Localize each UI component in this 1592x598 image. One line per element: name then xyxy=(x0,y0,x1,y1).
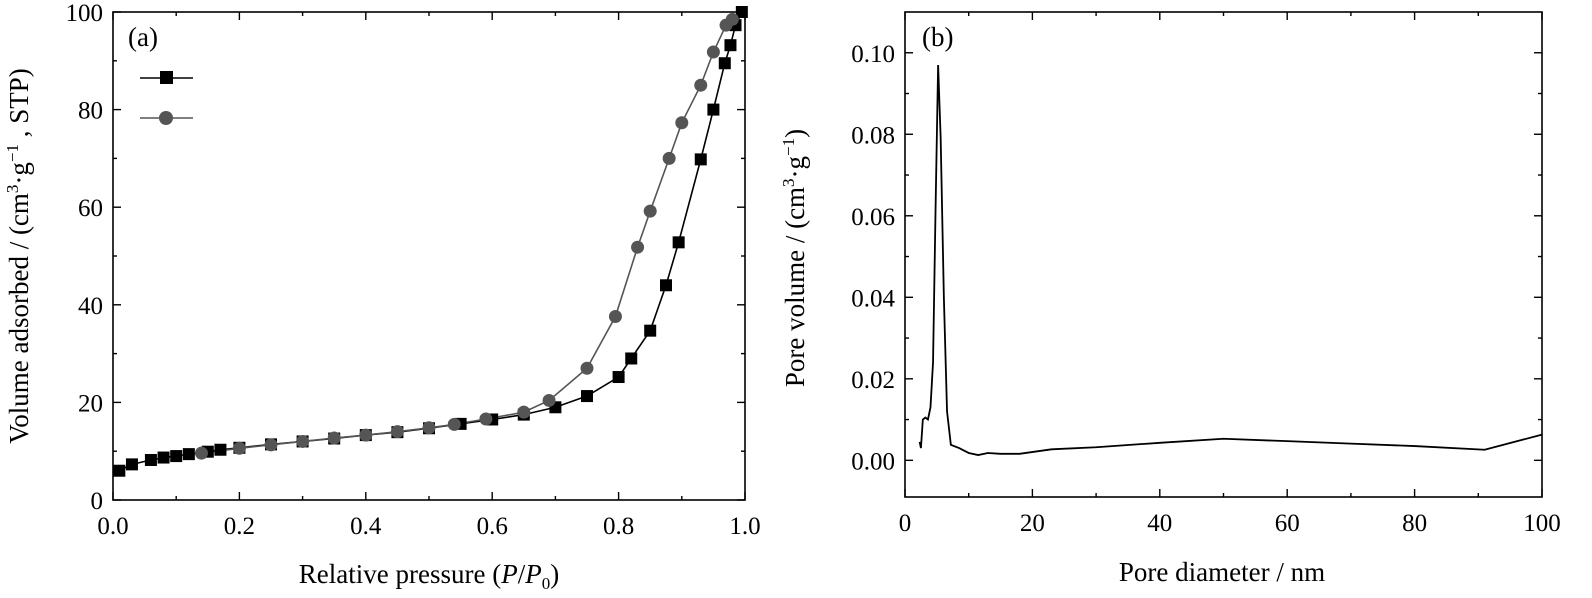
panel-a-y-tick-label: 0 xyxy=(91,488,104,515)
panel-b-x-tick-label: 80 xyxy=(1402,510,1427,537)
panel-b-x-axis-title: Pore diameter / nm xyxy=(1119,557,1325,587)
square-data-point xyxy=(214,443,227,456)
circle-data-point xyxy=(706,45,720,59)
circle-data-point xyxy=(327,431,341,445)
panel-a-x-tick-label: 0.4 xyxy=(350,513,382,540)
panel-a-x-tick-label: 0.6 xyxy=(477,513,508,540)
circle-data-point xyxy=(264,438,278,452)
panel-b-y-tick-label: 0.08 xyxy=(851,122,895,149)
circle-data-point xyxy=(542,393,556,407)
panel-b-x-tick-label: 40 xyxy=(1147,510,1172,537)
panel-a-series-2-line xyxy=(201,18,733,454)
circle-data-point xyxy=(725,12,739,26)
circle-data-point xyxy=(662,151,676,165)
panel-b-label: (b) xyxy=(922,22,953,52)
panel-b-ticks: 0 20 40 60 80 100 0.00 0.02 0.04 0.06 0.08 0.10 xyxy=(851,12,1561,537)
circle-data-point xyxy=(517,405,531,419)
circle-data-point xyxy=(608,310,622,324)
panel-a-series-markers xyxy=(113,6,748,477)
square-data-point xyxy=(724,39,737,52)
panel-a-y-tick-label: 60 xyxy=(78,195,103,222)
square-data-point xyxy=(125,458,138,471)
panel-b-x-tick-label: 20 xyxy=(1020,510,1045,537)
circle-data-point xyxy=(643,204,657,218)
panel-a-x-tick-label: 0.2 xyxy=(224,513,255,540)
circle-data-point xyxy=(675,116,689,130)
circle-data-point xyxy=(694,78,708,92)
panel-a-series-1-line xyxy=(118,11,743,472)
panel-a-y-tick-label: 100 xyxy=(66,0,104,27)
panel-b-x-tick-label: 0 xyxy=(899,510,912,537)
panel-a-ticks: 0.0 0.2 0.4 0.6 0.8 1.0 0 20 40 60 80 100 xyxy=(66,0,761,540)
panel-b-series-1-line xyxy=(918,64,1543,456)
square-data-point xyxy=(170,450,183,463)
panel-b-x-tick-label: 100 xyxy=(1523,510,1561,537)
square-data-point xyxy=(581,390,593,403)
panel-a-y-tick-label: 80 xyxy=(78,98,103,125)
panel-b-y-tick-label: 0.04 xyxy=(851,285,895,312)
square-data-point xyxy=(718,57,731,70)
circle-data-point xyxy=(479,412,493,426)
circle-data-point xyxy=(194,446,208,460)
panel-b-series-lines xyxy=(918,64,1543,456)
panel-a-x-axis-title: Relative pressure (P/P0) xyxy=(299,559,559,593)
panel-a-x-tick-label: 1.0 xyxy=(729,513,760,540)
square-data-point xyxy=(625,352,638,365)
circle-data-point xyxy=(390,425,404,439)
panel-b-y-tick-label: 0.00 xyxy=(851,448,895,475)
circle-data-point xyxy=(631,240,645,254)
panel-a-y-tick-label: 40 xyxy=(78,293,103,320)
panel-b-y-axis-title: Pore volume / (cm3·g−1) xyxy=(779,129,810,387)
panel-b-x-tick-label: 60 xyxy=(1275,510,1300,537)
square-data-point xyxy=(157,451,170,464)
panel-b-y-tick-label: 0.10 xyxy=(851,41,895,68)
circle-data-point xyxy=(232,441,246,455)
panel-a-isotherm-chart: 0.0 0.2 0.4 0.6 0.8 1.0 0 20 40 60 80 100 (a) Relat… xyxy=(3,0,761,593)
panel-a-legend xyxy=(140,71,193,125)
square-data-point xyxy=(672,236,685,249)
legend-circle-marker xyxy=(159,111,173,125)
circle-data-point xyxy=(359,428,373,442)
panel-a-y-tick-label: 20 xyxy=(78,390,103,417)
panel-b-y-tick-label: 0.06 xyxy=(851,204,895,231)
square-data-point xyxy=(182,448,195,461)
circle-data-point xyxy=(296,434,310,448)
panel-b-plot-frame xyxy=(904,11,1543,498)
panel-a-x-tick-label: 0.0 xyxy=(97,513,128,540)
legend-square-marker xyxy=(160,71,173,84)
panel-b-y-tick-label: 0.02 xyxy=(851,367,895,394)
square-data-point xyxy=(735,6,748,18)
square-data-point xyxy=(644,324,657,337)
circle-data-point xyxy=(422,421,436,435)
panel-a-y-axis-title: Volume adsorbed / (cm3·g−1 , STP) xyxy=(3,68,34,444)
square-data-point xyxy=(707,103,720,116)
panel-a-series-lines xyxy=(118,11,743,472)
circle-data-point xyxy=(447,417,461,431)
panel-a-x-tick-label: 0.8 xyxy=(603,513,634,540)
square-data-point xyxy=(612,371,625,384)
circle-data-point xyxy=(580,361,594,375)
panel-b-pore-distribution-chart: 0 20 40 60 80 100 0.00 0.02 0.04 0.06 0.08 0.10 (b)… xyxy=(779,11,1561,587)
square-data-point xyxy=(660,279,672,292)
panel-a-label: (a) xyxy=(128,22,158,52)
square-data-point xyxy=(144,453,157,466)
square-data-point xyxy=(694,153,707,166)
square-data-point xyxy=(113,464,126,477)
